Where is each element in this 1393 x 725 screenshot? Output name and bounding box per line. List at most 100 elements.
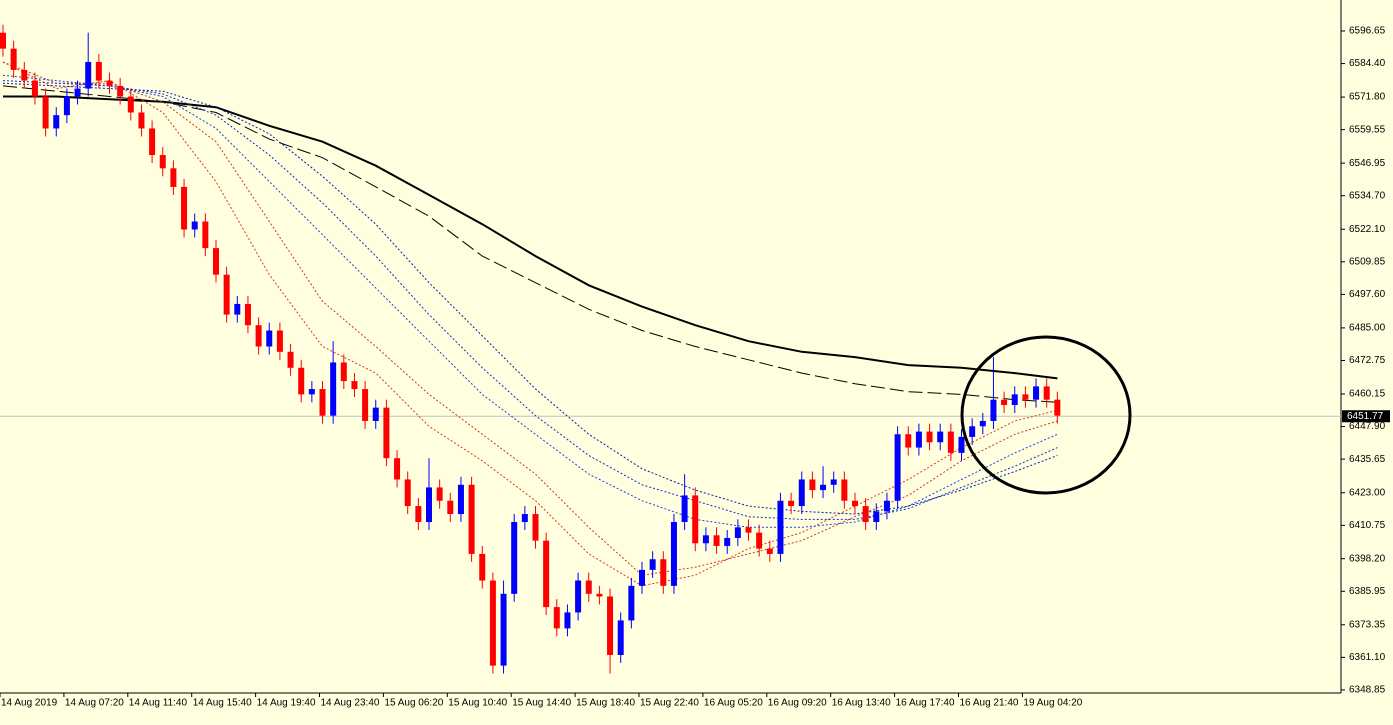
candle-body: [1022, 394, 1029, 400]
y-tick-label: 6584.40: [1349, 58, 1386, 69]
candle-body: [969, 426, 976, 437]
candle-body: [31, 80, 38, 97]
moving-average-dashed: [2, 85, 1058, 403]
candle-body: [585, 580, 592, 594]
candle-body: [915, 431, 922, 448]
y-tick-label: 6447.90: [1349, 421, 1386, 432]
candle-body: [905, 434, 912, 448]
candle-body: [127, 96, 134, 113]
y-tick-label: 6522.10: [1349, 224, 1386, 235]
candle-body: [543, 540, 550, 608]
x-tick-label: 16 Aug 17:40: [896, 698, 955, 709]
candle-body: [958, 436, 965, 453]
candle-body: [426, 487, 432, 523]
candle-body: [756, 532, 763, 549]
candle-body: [734, 527, 741, 538]
candle-body: [1033, 386, 1040, 400]
y-tick-label: 6559.55: [1349, 124, 1386, 135]
candle-body: [308, 389, 315, 395]
current-price-label: 6451.77: [1347, 411, 1384, 422]
candle-body: [447, 500, 454, 515]
candle-body: [511, 522, 518, 594]
candle-body: [713, 535, 720, 546]
y-tick-label: 6571.80: [1349, 92, 1386, 103]
candle-body: [383, 407, 390, 459]
x-tick-label: 16 Aug 21:40: [960, 698, 1019, 709]
moving-average: [3, 95, 1058, 380]
candle-body: [1054, 399, 1061, 416]
x-tick-label: 14 Aug 2019: [1, 698, 58, 709]
candle-body: [53, 115, 60, 129]
candle-body: [702, 535, 709, 544]
y-tick-label: 6497.60: [1349, 289, 1386, 300]
candle-body: [244, 303, 251, 326]
candle-body: [457, 484, 464, 515]
candle-body: [692, 495, 699, 544]
x-tick-label: 14 Aug 23:40: [321, 698, 380, 709]
x-tick-label: 14 Aug 19:40: [257, 698, 316, 709]
moving-average-dashed: [2, 82, 1058, 515]
x-tick-label: 14 Aug 15:40: [193, 698, 252, 709]
candle-body: [500, 593, 507, 666]
candle-body: [628, 585, 635, 621]
y-tick-label: 6472.75: [1349, 355, 1386, 366]
moving-average-dashed: [2, 61, 1058, 576]
x-tick-label: 14 Aug 11:40: [129, 698, 188, 709]
y-tick-label: 6546.95: [1349, 158, 1386, 169]
candle-body: [287, 351, 294, 368]
candle-body: [820, 484, 827, 491]
candle-body: [351, 381, 358, 390]
candle-body: [298, 367, 305, 395]
candle-body: [255, 325, 262, 347]
x-tick-label: 19 Aug 04:20: [1023, 698, 1082, 709]
candle-body: [894, 434, 901, 501]
candle-body: [788, 500, 795, 507]
candle-body: [564, 612, 571, 629]
plot: [0, 24, 1341, 674]
x-tick-label: 15 Aug 14:40: [512, 698, 571, 709]
candle-body: [362, 389, 369, 421]
x-tick-label: 15 Aug 18:40: [576, 698, 635, 709]
candle-body: [340, 362, 347, 382]
candle-body: [149, 128, 156, 156]
candle-body: [10, 48, 17, 70]
candle-body: [95, 61, 102, 81]
candle-body: [191, 221, 198, 230]
candle-body: [681, 495, 688, 523]
candle-body: [404, 479, 411, 507]
candle-body: [234, 303, 241, 315]
candle-body: [159, 155, 166, 169]
candle-body: [106, 80, 113, 86]
candle-body: [724, 537, 731, 546]
x-tick-label: 16 Aug 13:40: [832, 698, 891, 709]
candle-body: [1011, 394, 1018, 406]
candle-body: [42, 96, 49, 129]
candle-body: [415, 506, 422, 523]
candle-body: [745, 527, 752, 533]
moving-average-dashed: [2, 80, 1058, 520]
candle-body: [990, 399, 997, 421]
candle-body: [798, 479, 805, 507]
candle-body: [766, 548, 773, 554]
candle-body: [575, 580, 582, 613]
y-tick-label: 6361.10: [1349, 652, 1386, 663]
y-tick-label: 6348.85: [1349, 685, 1386, 696]
x-tick-label: 16 Aug 05:20: [704, 698, 763, 709]
x-tick-label: 16 Aug 09:20: [768, 698, 827, 709]
candle-body: [596, 593, 603, 597]
candle-body: [436, 487, 443, 501]
candle-body: [468, 484, 475, 554]
candle-body: [670, 522, 677, 586]
candle-body: [777, 500, 784, 554]
highlight-circle: [960, 335, 1132, 495]
candle-body: [617, 620, 624, 655]
candle-body: [394, 458, 401, 480]
candle-body: [276, 330, 283, 352]
candle-body: [607, 596, 614, 655]
candle-body: [947, 431, 954, 453]
y-tick-label: 6460.15: [1349, 389, 1386, 400]
candle-body: [21, 69, 28, 81]
